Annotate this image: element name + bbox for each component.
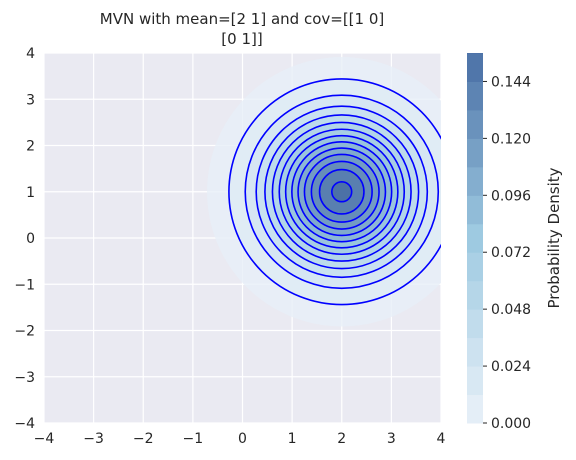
x-tick-label: 3 (387, 431, 396, 447)
colorbar-tick-label: 0.120 (491, 131, 531, 147)
colorbar-segment (467, 195, 483, 225)
colorbar-segment (467, 166, 483, 196)
y-tick-label: −4 (14, 416, 35, 432)
colorbar-tick-label: 0.144 (491, 74, 531, 90)
y-tick-label: 2 (26, 139, 35, 155)
colorbar-segment (467, 366, 483, 396)
contour-line (310, 160, 373, 223)
x-tick-label: −4 (34, 431, 55, 447)
colorbar-segment (467, 81, 483, 111)
contour-line (278, 128, 406, 256)
x-tick-label: 2 (337, 431, 346, 447)
colorbar-tick-label: 0.072 (491, 245, 531, 261)
colorbar-tick-label: 0.096 (491, 188, 531, 204)
y-axis-ticks: −4 −3 −2 −1 0 1 2 3 4 (14, 46, 35, 432)
colorbar-segment (467, 223, 483, 253)
y-tick-label: 1 (26, 185, 35, 201)
colorbar-ticks: 0.000 0.024 0.048 0.072 0.096 0.120 0.144 (483, 74, 531, 432)
colorbar-tick-label: 0.024 (491, 359, 531, 375)
y-tick-label: 4 (26, 46, 35, 62)
colorbar-segment (467, 280, 483, 310)
contour-line (318, 168, 365, 215)
x-tick-label: 0 (238, 431, 247, 447)
x-tick-label: −1 (183, 431, 204, 447)
contour-line (297, 147, 387, 237)
colorbar-segment (467, 138, 483, 168)
colorbar-segment (467, 109, 483, 139)
contour-lines (228, 78, 441, 306)
colorbar-segment (467, 394, 483, 424)
x-tick-label: −2 (133, 431, 154, 447)
filled-contours (207, 57, 441, 327)
colorbar (467, 53, 483, 424)
x-tick-label: −3 (83, 431, 104, 447)
colorbar-segment (467, 53, 483, 82)
contour-line (284, 134, 399, 249)
x-tick-label: 1 (288, 431, 297, 447)
contour-line (303, 153, 380, 230)
chart-title-line2: [0 1]] (221, 30, 262, 48)
chart-title-line1: MVN with mean=[2 1] and cov=[[1 0] (100, 10, 385, 28)
y-tick-label: 0 (26, 231, 35, 247)
y-tick-label: −1 (14, 277, 35, 293)
y-tick-label: −2 (14, 324, 35, 340)
contour-line (264, 114, 420, 270)
contour-line (291, 141, 393, 243)
colorbar-tick-label: 0.000 (491, 416, 531, 432)
y-tick-label: 3 (26, 92, 35, 108)
contour-fill (331, 181, 352, 202)
contour-line (255, 105, 429, 279)
y-tick-label: −3 (14, 370, 35, 386)
colorbar-segment (467, 252, 483, 282)
contour-line (331, 181, 353, 203)
colorbar-segment (467, 309, 483, 339)
colorbar-segment (467, 337, 483, 367)
x-axis-ticks: −4 −3 −2 −1 0 1 2 3 4 (34, 431, 446, 447)
contour-line (244, 94, 440, 290)
contour-line (271, 121, 412, 262)
contour-line (228, 78, 441, 306)
x-tick-label: 4 (437, 431, 446, 447)
colorbar-tick-label: 0.048 (491, 302, 531, 318)
colorbar-segment (467, 53, 483, 54)
colorbar-label: Probability Density (545, 167, 563, 308)
